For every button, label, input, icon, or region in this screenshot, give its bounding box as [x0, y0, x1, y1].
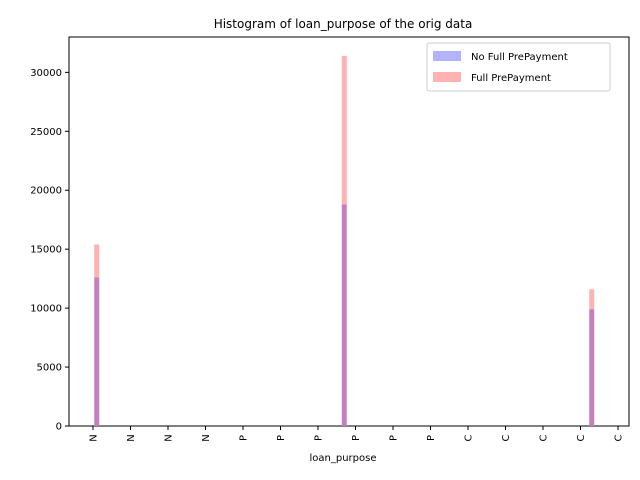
x-tick-label-5: P [276, 435, 287, 441]
legend-label-no-full-prepayment: No Full PrePayment [471, 52, 568, 63]
y-axis: 0 5000 10000 15000 20000 25000 30000 [30, 68, 69, 433]
bar-1-upper [341, 55, 347, 205]
y-tick-label-3: 15000 [30, 245, 62, 256]
x-tick-label-2: N [164, 434, 175, 441]
x-tick-label-7: P [351, 435, 362, 441]
x-tick-label-9: P [426, 435, 437, 441]
y-tick-label-5: 25000 [30, 127, 62, 138]
legend: No Full PrePayment Full PrePayment [426, 42, 611, 92]
x-tick-label-14: C [614, 434, 625, 441]
bar-0-overlap [94, 277, 100, 426]
bars-group [94, 55, 595, 426]
x-tick-label-12: C [539, 434, 550, 441]
bar-2-upper [589, 289, 595, 310]
bar-1-overlap [341, 204, 347, 426]
x-tick-label-1: N [126, 434, 137, 441]
x-tick-label-4: P [239, 435, 250, 441]
x-tick-label-13: C [576, 434, 587, 441]
chart-title: Histogram of loan_purpose of the orig da… [214, 17, 473, 31]
bar-2-overlap [589, 309, 595, 426]
x-tick-label-8: P [389, 435, 400, 441]
x-axis-label: loan_purpose [310, 453, 377, 464]
y-tick-label-4: 20000 [30, 186, 62, 197]
y-tick-label-0: 0 [56, 422, 62, 433]
y-tick-label-6: 30000 [30, 68, 62, 79]
x-tick-label-3: N [201, 434, 212, 441]
legend-label-full-prepayment: Full PrePayment [471, 73, 551, 84]
bar-0-upper [94, 244, 100, 278]
y-tick-label-1: 5000 [37, 363, 62, 374]
x-tick-label-6: P [314, 435, 325, 441]
plot-area: 0 5000 10000 15000 20000 25000 30000 N N N N P P P P P… [30, 36, 630, 442]
legend-swatch-full-prepayment [433, 72, 461, 82]
x-tick-label-0: N [89, 434, 100, 441]
legend-swatch-no-full-prepayment [433, 51, 461, 61]
y-tick-label-2: 10000 [30, 304, 62, 315]
legend-box [426, 42, 611, 92]
x-tick-label-11: C [501, 434, 512, 441]
axes-frame [68, 36, 630, 427]
x-tick-label-10: C [464, 434, 475, 441]
